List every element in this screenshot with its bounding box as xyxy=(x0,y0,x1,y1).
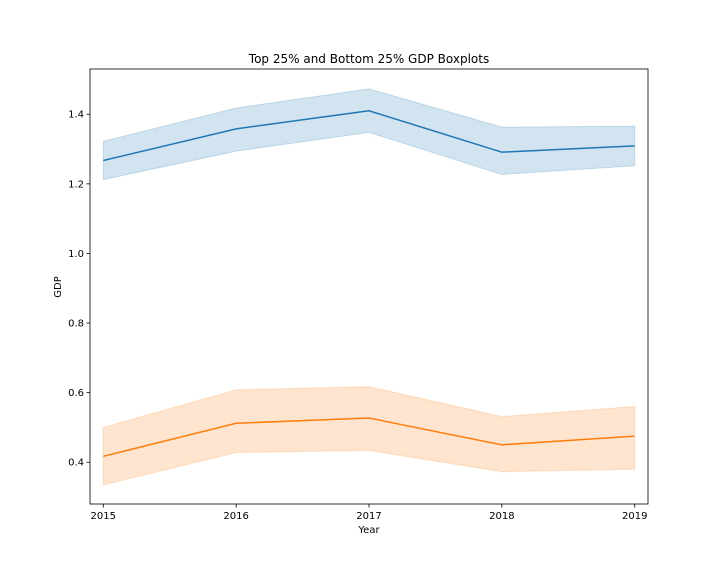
y-axis: 0.4 0.6 0.8 1.0 1.2 1.4 xyxy=(68,110,90,469)
confidence-bands xyxy=(102,88,636,486)
series-1-line xyxy=(103,109,635,162)
series-1-band xyxy=(102,88,636,181)
x-axis: 2015 2016 2017 2018 2019 xyxy=(91,504,647,522)
x-tick-label: 2018 xyxy=(489,511,514,522)
x-tick-label: 2019 xyxy=(622,511,647,522)
y-tick-label: 0.4 xyxy=(68,458,84,469)
y-tick-label: 1.2 xyxy=(68,179,84,190)
y-tick-label: 1.4 xyxy=(68,110,84,121)
y-tick-label: 0.8 xyxy=(68,319,84,330)
series-lines xyxy=(103,109,635,458)
series-2-line xyxy=(103,417,635,458)
x-tick-label: 2016 xyxy=(223,511,248,522)
y-axis-label: GDP xyxy=(53,276,64,297)
series-2-band xyxy=(102,386,636,486)
y-tick-label: 0.6 xyxy=(68,388,84,399)
x-axis-label: Year xyxy=(357,525,380,536)
x-tick-label: 2017 xyxy=(356,511,381,522)
x-tick-label: 2015 xyxy=(91,511,116,522)
y-tick-label: 1.0 xyxy=(68,249,84,260)
chart-title: Top 25% and Bottom 25% GDP Boxplots xyxy=(248,52,489,66)
